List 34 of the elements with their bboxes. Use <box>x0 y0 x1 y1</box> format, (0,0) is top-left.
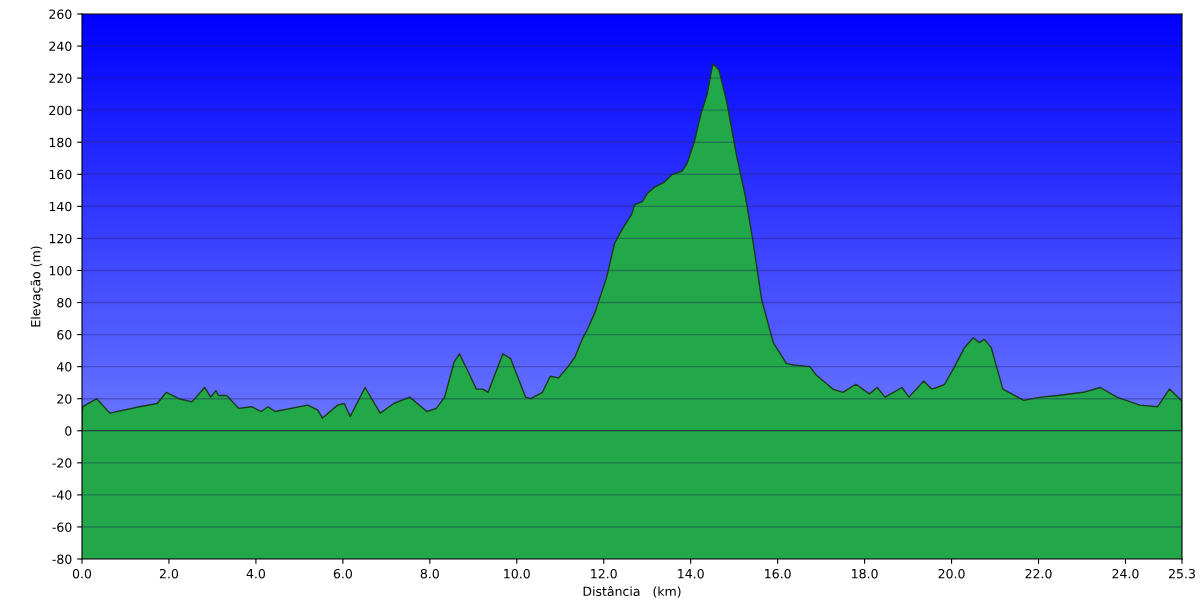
y-tick-label: 160 <box>49 169 72 180</box>
y-tick-label: -60 <box>52 522 72 532</box>
x-tick-label: 0.0 <box>72 568 92 579</box>
x-tick-label: 6.0 <box>333 568 352 579</box>
y-tick-label: 80 <box>57 298 72 308</box>
x-tick-label: 18.0 <box>852 568 878 579</box>
x-tick-label: 2.0 <box>159 568 179 579</box>
x-tick-label: 22.0 <box>1025 568 1052 579</box>
y-axis-title: Elevação (m) <box>30 246 43 327</box>
x-tick-label: 14.0 <box>678 568 704 579</box>
y-tick-label: 240 <box>49 41 72 51</box>
y-tick-label: 100 <box>49 265 72 276</box>
y-tick-label: 60 <box>57 330 72 340</box>
x-tick-label: 12.0 <box>591 568 617 579</box>
x-axis-title: Distância (km) <box>583 585 681 598</box>
y-tick-label: 20 <box>57 394 72 404</box>
y-tick-label: 40 <box>56 362 72 372</box>
y-tick-label: 120 <box>49 233 72 244</box>
x-tick-label: 20.0 <box>938 568 965 579</box>
x-tick-label: 10.0 <box>504 568 530 579</box>
x-tick-label: 8.0 <box>420 568 439 579</box>
x-tick-label: 24.0 <box>1112 568 1139 579</box>
y-tick-label: -40 <box>52 490 72 500</box>
y-tick-label: 180 <box>49 137 72 148</box>
y-tick-label: 0 <box>65 426 72 436</box>
y-tick-label: 200 <box>49 105 72 116</box>
y-tick-label: -20 <box>52 458 72 468</box>
x-tick-label: 4.0 <box>246 568 266 579</box>
y-tick-label: 220 <box>49 73 72 84</box>
y-tick-label: 260 <box>49 9 72 19</box>
y-tick-label: 140 <box>49 201 72 212</box>
y-tick-label: -80 <box>52 554 72 564</box>
x-tick-label: 16.0 <box>765 568 791 579</box>
x-tick-label: 25.3 <box>1169 568 1195 579</box>
